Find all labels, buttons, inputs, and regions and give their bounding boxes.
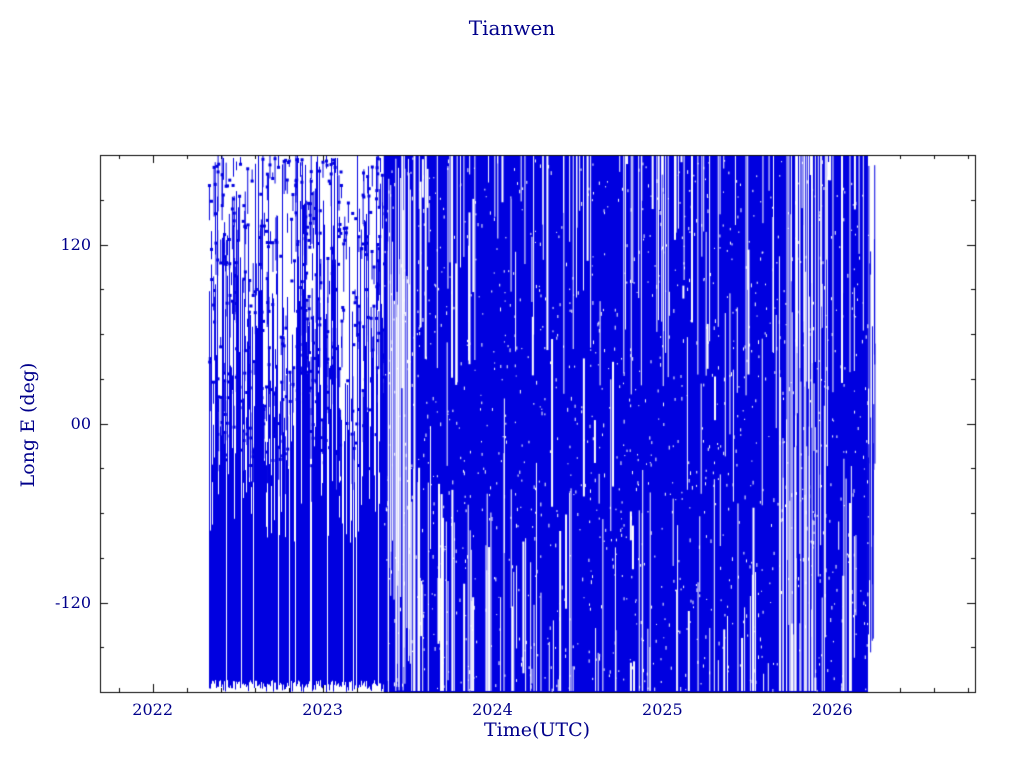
x-axis-label: Time(UTC): [483, 719, 591, 741]
y-tick-label: -120: [55, 592, 91, 612]
x-tick-label: 2024: [472, 700, 513, 719]
x-tick-label: 2025: [642, 700, 683, 719]
x-tick-label: 2026: [811, 700, 853, 719]
x-tick-label: 2023: [302, 700, 343, 719]
chart-title: Tianwen: [468, 16, 556, 40]
y-tick-label: 120: [60, 234, 91, 254]
x-tick-label: 2022: [132, 700, 174, 719]
y-tick-label: 00: [70, 413, 91, 433]
